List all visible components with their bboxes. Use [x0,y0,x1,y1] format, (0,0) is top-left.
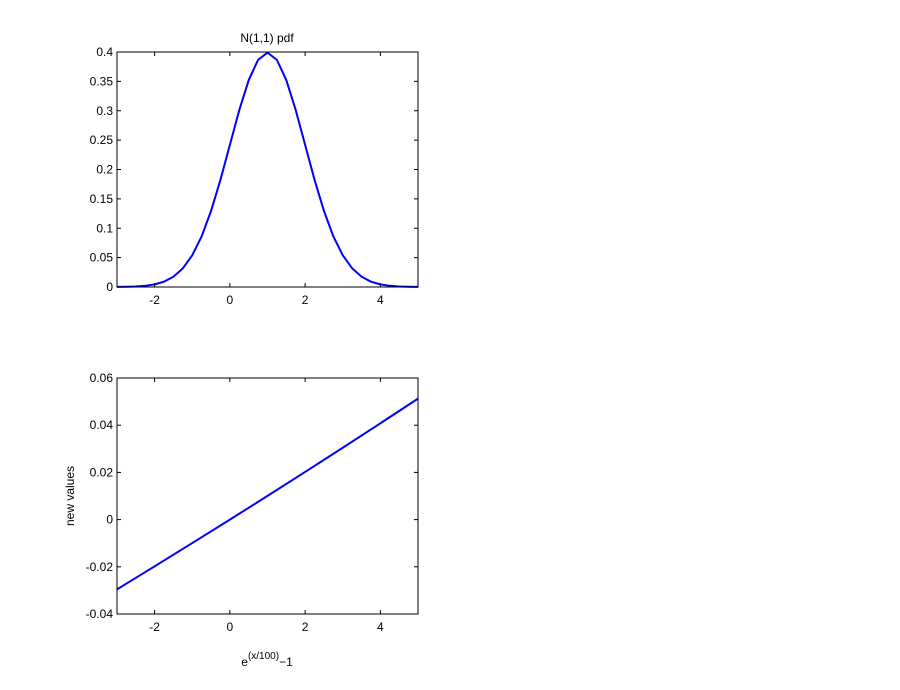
x-tick-label: 4 [377,620,384,634]
y-axis-label: new values [63,466,77,526]
y-tick-label: 0.4 [96,45,113,59]
plot-area [117,52,418,287]
y-tick-label: 0.15 [90,192,114,206]
x-label-exponent: (x/100) [248,651,279,662]
y-tick-label: -0.04 [86,607,114,621]
y-tick-label: 0 [106,513,113,527]
x-tick-label: -2 [149,620,160,634]
y-tick-label: 0.3 [96,104,113,118]
x-tick-label: 0 [227,293,234,307]
y-tick-label: 0.2 [96,163,113,177]
x-axis-label: e(x/100)−1 [241,651,293,669]
x-tick-label: 2 [302,620,309,634]
y-tick-label: 0.05 [90,251,114,265]
y-tick-label: 0.02 [90,465,114,479]
x-label-base: e [241,655,248,669]
x-tick-label: 4 [377,293,384,307]
x-label-tail: −1 [279,655,293,669]
data-line [116,397,419,591]
y-tick-label: 0.25 [90,133,114,147]
y-tick-label: 0 [106,280,113,294]
y-tick-label: 0.35 [90,74,114,88]
y-tick-label: -0.02 [86,560,114,574]
chart-title: N(1,1) pdf [240,31,294,45]
x-tick-label: 0 [227,620,234,634]
y-tick-label: 0.04 [90,418,114,432]
y-tick-label: 0.06 [90,371,114,385]
y-tick-label: 0.1 [96,221,113,235]
x-tick-label: 2 [302,293,309,307]
x-tick-label: -2 [149,293,160,307]
axes-box [116,377,419,615]
data-line [116,51,419,288]
